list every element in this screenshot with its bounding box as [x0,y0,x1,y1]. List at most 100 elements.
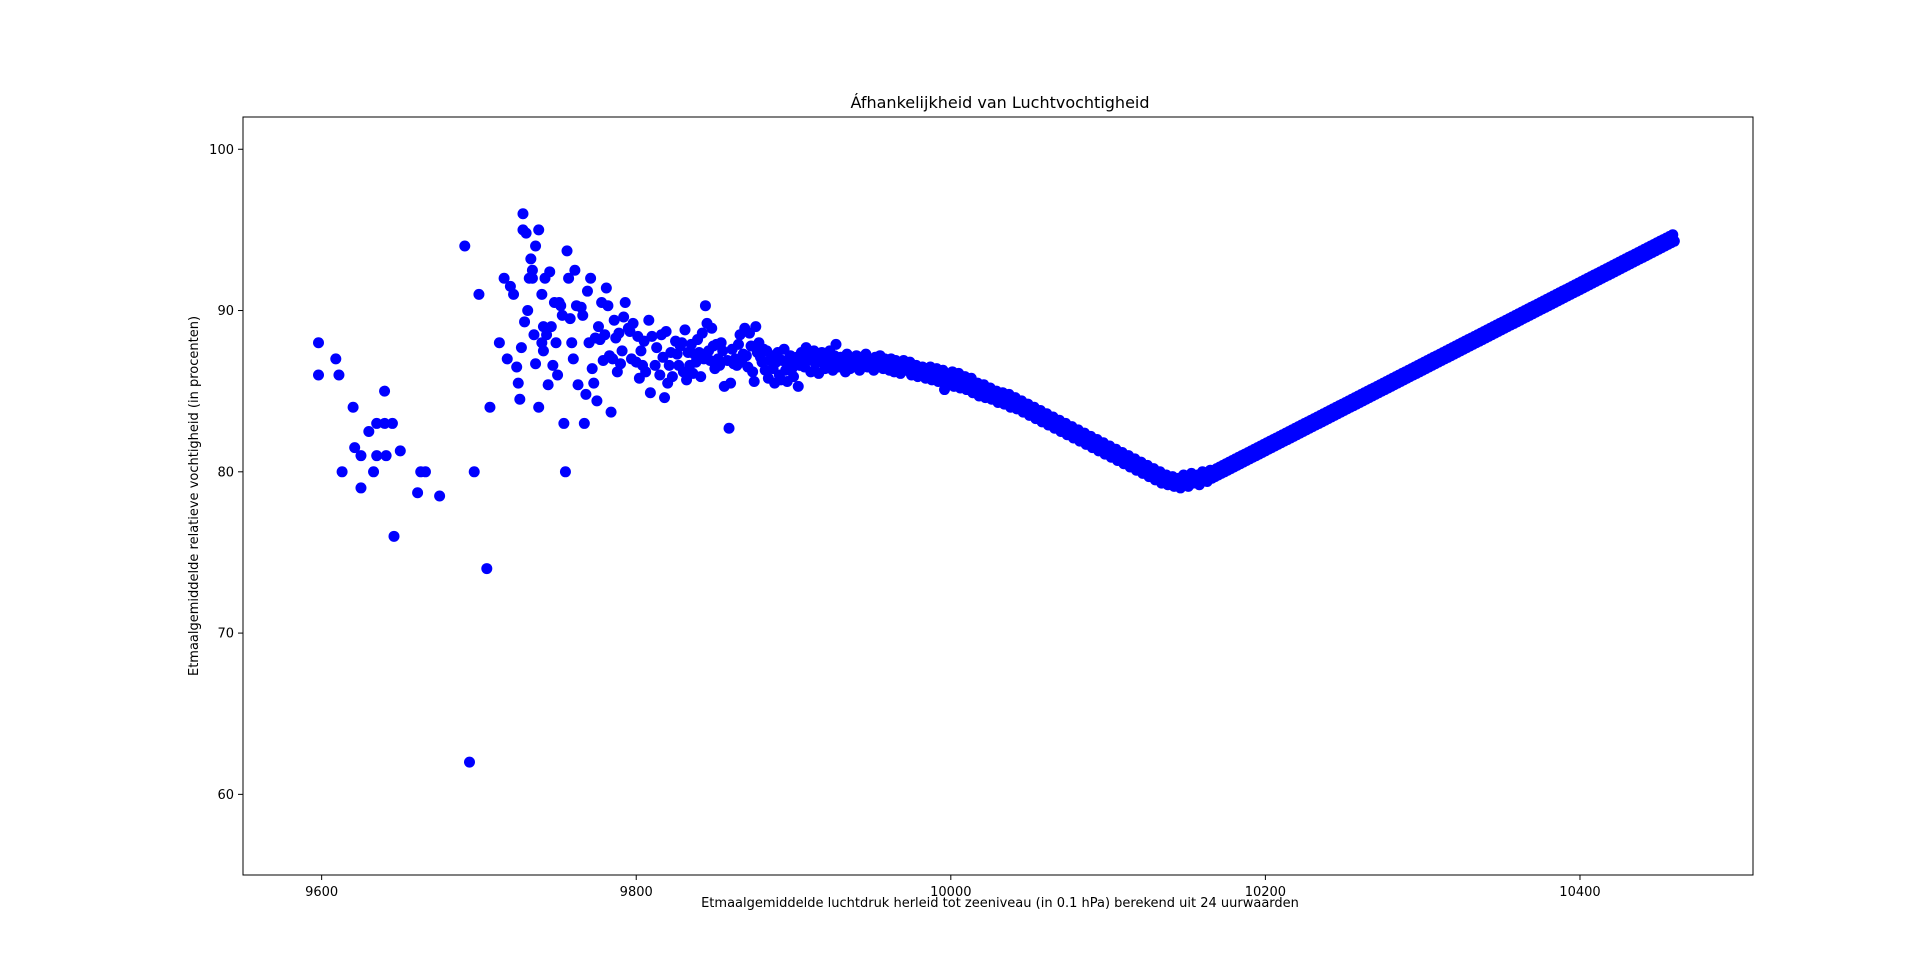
scatter-point [1668,235,1680,247]
scatter-point [336,466,348,478]
scatter-point [750,321,762,333]
scatter-point [537,345,549,357]
scatter-point [536,288,548,300]
scatter-point [588,377,600,389]
scatter-point [608,314,620,326]
scatter-point [394,445,406,457]
scatter-point [371,450,383,462]
plot-frame [242,116,1754,876]
scatter-point [533,224,545,236]
scatter-point [660,325,672,337]
scatter-point [412,487,424,499]
scatter-point [522,305,534,317]
scatter-point [498,272,510,284]
scatter-point [591,395,603,407]
scatter-point [541,329,553,341]
scatter-point [533,401,545,413]
scatter-point [725,377,737,389]
scatter-point [501,353,513,365]
scatter-point [511,361,523,373]
scatter-point [649,359,661,371]
x-tick-label: 9600 [305,885,338,900]
scatter-point [542,379,554,391]
scatter-point [347,401,359,413]
scatter-point [313,337,324,349]
scatter-point [493,337,505,349]
scatter-point [640,366,652,378]
scatter-point [515,342,527,354]
scatter-point [419,466,431,478]
scatter-point [577,309,589,321]
y-tick-label: 60 [217,788,234,803]
scatter-point [473,288,485,300]
x-axis-label: Etmaalgemiddelde luchtdruk herleid tot z… [701,896,1299,911]
scatter-point [599,329,611,341]
scatter-point [564,313,576,325]
scatter-point [552,369,564,381]
scatter-point [547,359,559,371]
scatter-point [530,240,542,252]
scatter-point [508,288,520,300]
scatter-point [566,337,578,349]
scatter-point [355,482,367,494]
scatter-point [545,321,557,333]
scatter-point [654,369,666,381]
scatter-point [723,422,735,434]
scatter-point [663,359,675,371]
scatter-point [627,317,639,329]
scatter-point [600,282,612,294]
scatter-point [830,338,842,350]
scatter-point [748,375,760,387]
scatter-point [459,240,471,252]
scatter-point [605,406,617,418]
y-axis-label: Etmaalgemiddelde relatieve vochtigheid (… [187,316,202,676]
scatter-point [526,272,538,284]
scatter-point [559,466,571,478]
scatter-point [330,353,342,365]
scatter-point [613,327,625,339]
scatter-point [651,342,663,354]
scatter-point [657,351,669,363]
scatter-point [792,380,804,392]
scatter-point [526,264,538,276]
scatter-point [572,379,584,391]
y-tick-label: 100 [209,143,234,158]
scatter-point [585,272,597,284]
scatter-point [530,358,542,370]
scatter-point [747,366,759,378]
scatter-point [602,300,614,312]
scatter-point [714,359,726,371]
scatter-point [563,272,575,284]
scatter-point [586,363,598,375]
scatter-point [615,358,626,370]
scatter-point [666,371,678,383]
chart-title: Áfhankelijkheid van Luchtvochtigheid [850,93,1149,112]
scatter-point [363,425,375,437]
scatter-point [313,369,324,381]
y-tick-label: 80 [217,465,234,480]
scatter-point [581,285,593,297]
scatter-point [544,266,556,278]
scatter-point [550,337,562,349]
y-tick-label: 90 [217,304,234,319]
scatter-point [635,345,647,357]
scatter-point [607,353,619,365]
scatter-point [592,321,604,333]
scatter-point [520,227,532,239]
scatter-point [468,466,480,478]
scatter-point [644,387,656,399]
scatter-point [379,417,391,429]
scatter-point [464,756,475,768]
scatter-point [619,296,631,308]
scatter-point [355,450,367,462]
x-tick-label: 10200 [1245,885,1286,900]
data-points [313,208,1680,768]
scatter-point [696,327,708,339]
y-axis-ticks: 60 70 80 90 100 [209,143,243,803]
y-tick-label: 70 [217,627,234,642]
scatter-point [578,417,590,429]
scatter-point [561,245,573,257]
scatter-point [512,377,524,389]
scatter-point [699,300,711,312]
